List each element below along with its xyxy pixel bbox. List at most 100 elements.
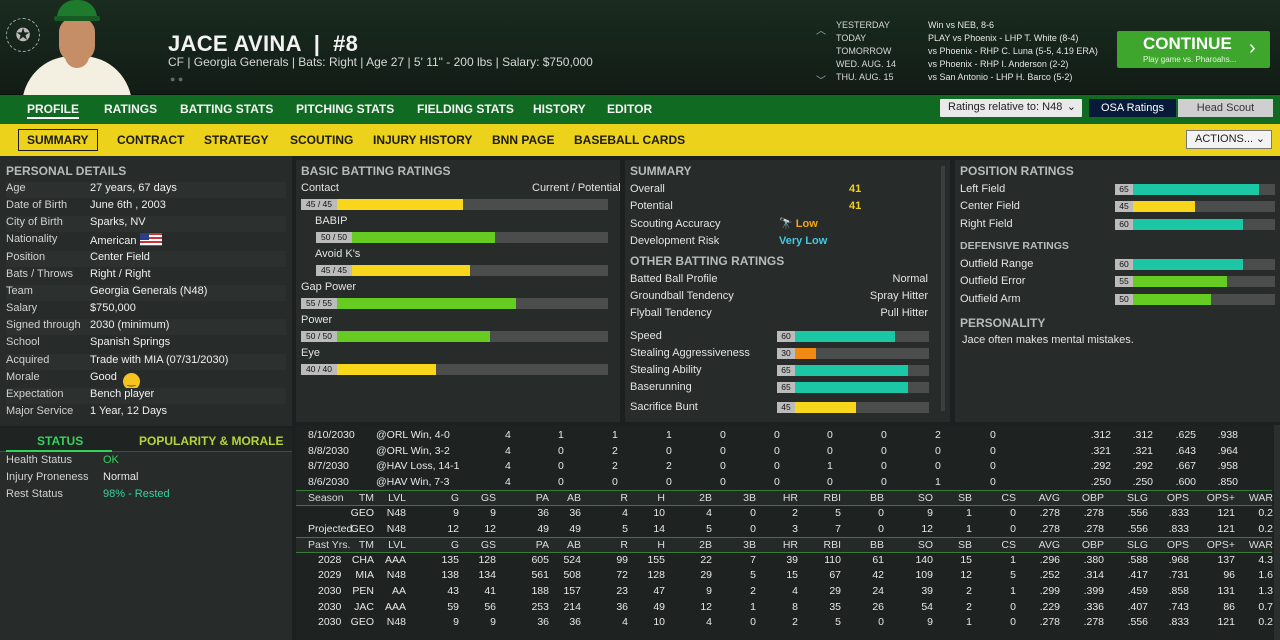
stats-cell: 12 — [447, 522, 459, 535]
tab-fielding-stats[interactable]: FIELDING STATS — [417, 102, 514, 116]
stats-cell: HR — [782, 492, 798, 505]
game-log-row[interactable]: 8/10/2030 @ORL Win, 4-0 4 1 1 1 0 0 0 0 2 0 .312 .312… — [296, 428, 1272, 444]
stats-cell: 72 — [616, 569, 628, 582]
stats-cell: 0 — [720, 460, 726, 473]
stats-cell: .312 — [1132, 429, 1153, 441]
schedule-down-icon[interactable]: ﹀ — [816, 76, 826, 87]
past-year-row[interactable]: 2030 PEN AA 43 41 188 157 23 47 9 2 4 29 24 39 2 1.299.3… — [296, 584, 1273, 600]
head-scout-button[interactable]: Head Scout — [1178, 99, 1273, 117]
stats-cell: 0 — [990, 460, 996, 473]
stats-header-row: Season TM LVL G GS PA AB R H 2B 3B HR RBI BB SO SB CS AVG… — [296, 490, 1273, 506]
stats-cell: 4 — [706, 616, 712, 629]
personal-value-text: 1 Year, 12 Days — [90, 404, 168, 417]
personal-label: Major Service — [6, 404, 74, 417]
batting-bar-value: 50 / 50 — [316, 232, 352, 243]
tab-editor[interactable]: EDITOR — [607, 102, 653, 116]
stats-cell: BB — [869, 539, 884, 552]
past-year-row[interactable]: 2030 JAC AAA 59 56 253 214 36 49 12 1 8 35 26 54 2 0 .229… — [296, 600, 1273, 616]
tab-history[interactable]: HISTORY — [533, 102, 586, 116]
tab-profile[interactable]: PROFILE — [27, 102, 80, 119]
summary-bar-fill — [777, 382, 909, 393]
stats-cell: 128 — [647, 569, 665, 582]
tab-popularity-morale[interactable]: POPULARITY & MORALE — [139, 434, 284, 448]
game-log-row[interactable]: 8/6/2030 @HAV Win, 7-3 4 0 0 0 0 0 0 0 1 0 .250 .250.… — [296, 475, 1272, 491]
schedule-game: Win vs NEB, 8-6 — [928, 20, 995, 30]
batting-bar-fill — [316, 265, 470, 276]
stats-cell: 36 — [537, 616, 549, 629]
osa-ratings-button[interactable]: OSA Ratings — [1089, 99, 1176, 117]
stats-cell: .278 — [1083, 522, 1104, 535]
stats-cell: 8/8/2030 — [308, 444, 349, 457]
personal-label: Nationality — [6, 233, 58, 246]
tab-ratings[interactable]: RATINGS — [104, 102, 158, 116]
stats-cell: 36 — [537, 507, 549, 519]
summary-bar-fill — [777, 402, 856, 413]
stats-cell: N48 — [386, 507, 406, 519]
schedule-row[interactable]: YESTERDAY Win vs NEB, 8-6 — [836, 20, 994, 33]
stats-cell: 0 — [878, 616, 884, 629]
continue-button[interactable]: CONTINUE Play game vs. Pharoahs... › — [1117, 31, 1270, 68]
subtab-strategy[interactable]: STRATEGY — [204, 133, 269, 147]
other-batting-label: Flyball Tendency — [630, 307, 712, 319]
stats-cell: 2 — [935, 429, 941, 441]
team-logo-icon[interactable]: ✪ — [6, 18, 40, 52]
stats-cell: 49 — [653, 600, 665, 613]
actions-dropdown[interactable]: ACTIONS... ⌄ — [1186, 130, 1272, 149]
stats-cell: 9 — [490, 507, 496, 519]
stats-scrollbar[interactable] — [1274, 425, 1280, 640]
stats-cell: 0 — [612, 475, 618, 488]
past-year-row[interactable]: 2029 MIA N48 138 134 561 508 72 128 29 5 15 67 42 109 1… — [296, 568, 1273, 584]
personal-value-text: 27 years, 67 days — [90, 182, 177, 194]
stats-cell: MIA — [355, 569, 374, 582]
player-info: CF | Georgia Generals | Bats: Right | Ag… — [168, 55, 593, 69]
overall-value: 41 — [849, 183, 862, 195]
stats-cell: 39 — [921, 585, 933, 597]
ratings-relative-select[interactable]: Ratings relative to: N48 ⌄ — [940, 99, 1082, 117]
personal-label: Date of Birth — [6, 199, 68, 212]
tab-batting-stats[interactable]: BATTING STATS — [180, 102, 274, 116]
stats-cell: SB — [957, 492, 972, 505]
stats-cell: 0 — [666, 475, 672, 488]
personal-row: School Spanish Springs — [6, 336, 286, 352]
schedule-day: TODAY — [836, 33, 867, 43]
subtab-scouting[interactable]: SCOUTING — [290, 133, 354, 147]
sub-nav: SUMMARY CONTRACT STRATEGY SCOUTING INJURY HI… — [0, 124, 1280, 156]
stats-cell: 7 — [835, 522, 841, 535]
subtab-baseball-cards[interactable]: BASEBALL CARDS — [574, 133, 686, 147]
stats-cell: 0 — [881, 460, 887, 473]
game-log-row[interactable]: 8/8/2030 @ORL Win, 3-2 4 0 2 0 0 0 0 0 0 0 .321 .321.… — [296, 444, 1272, 460]
schedule-up-icon[interactable]: ︿ — [816, 26, 826, 37]
stats-cell: .417 — [1127, 569, 1148, 582]
contact-label: Contact — [301, 182, 339, 194]
subtab-injury-history[interactable]: INJURY HISTORY — [373, 133, 473, 147]
schedule-row[interactable]: WED. AUG. 14 vs Phoenix - RHP I. Anderson… — [836, 59, 1068, 72]
stats-cell: 1 — [1010, 553, 1016, 566]
stats-cell: 0 — [990, 475, 996, 488]
summary-bar: 65 — [777, 382, 929, 393]
potential-label: Potential — [630, 200, 673, 212]
subtab-contract[interactable]: CONTRACT — [117, 133, 185, 147]
game-log-row[interactable]: 8/7/2030 @HAV Loss, 14-1 4 0 2 2 0 0 1 0 0 0 .292 .29… — [296, 459, 1272, 475]
personal-value: Georgia Generals (N48) — [90, 285, 207, 297]
stats-cell: .833 — [1168, 616, 1189, 629]
summary-scrollbar[interactable] — [941, 166, 945, 411]
past-year-row[interactable]: 2030 GEO N48 9 9 36 36 4 10 4 0 2 5 0 9 1 0.278.278.556.… — [296, 615, 1273, 631]
stats-cell: .743 — [1168, 600, 1189, 613]
subtab-summary[interactable]: SUMMARY — [18, 129, 98, 151]
schedule-game: vs Phoenix - RHP I. Anderson (2-2) — [928, 59, 1069, 69]
schedule-row[interactable]: TOMORROW vs Phoenix - RHP C. Luna (5-5, 4… — [836, 46, 1098, 59]
stats-cell: 0.2 — [1258, 616, 1273, 629]
tab-status[interactable]: STATUS — [37, 434, 84, 448]
tab-pitching-stats[interactable]: PITCHING STATS — [296, 102, 395, 116]
stats-cell: 5 — [706, 522, 712, 535]
subtab-bnn-page[interactable]: BNN PAGE — [492, 133, 555, 147]
development-risk-label: Development Risk — [630, 235, 720, 247]
stats-cell: AVG — [1038, 492, 1060, 505]
stats-cell: 1 — [966, 522, 972, 535]
past-year-row[interactable]: 2028 CHA AAA 135 128 605 524 99 155 22 7 39 110 61 140… — [296, 553, 1273, 569]
stats-cell: 0.2 — [1258, 522, 1273, 535]
stats-cell: 135 — [441, 553, 459, 566]
schedule-row[interactable]: THU. AUG. 15 vs San Antonio - LHP H. Barc… — [836, 72, 1072, 85]
schedule-row[interactable]: TODAY PLAY vs Phoenix - LHP T. White (8-4… — [836, 33, 1078, 46]
